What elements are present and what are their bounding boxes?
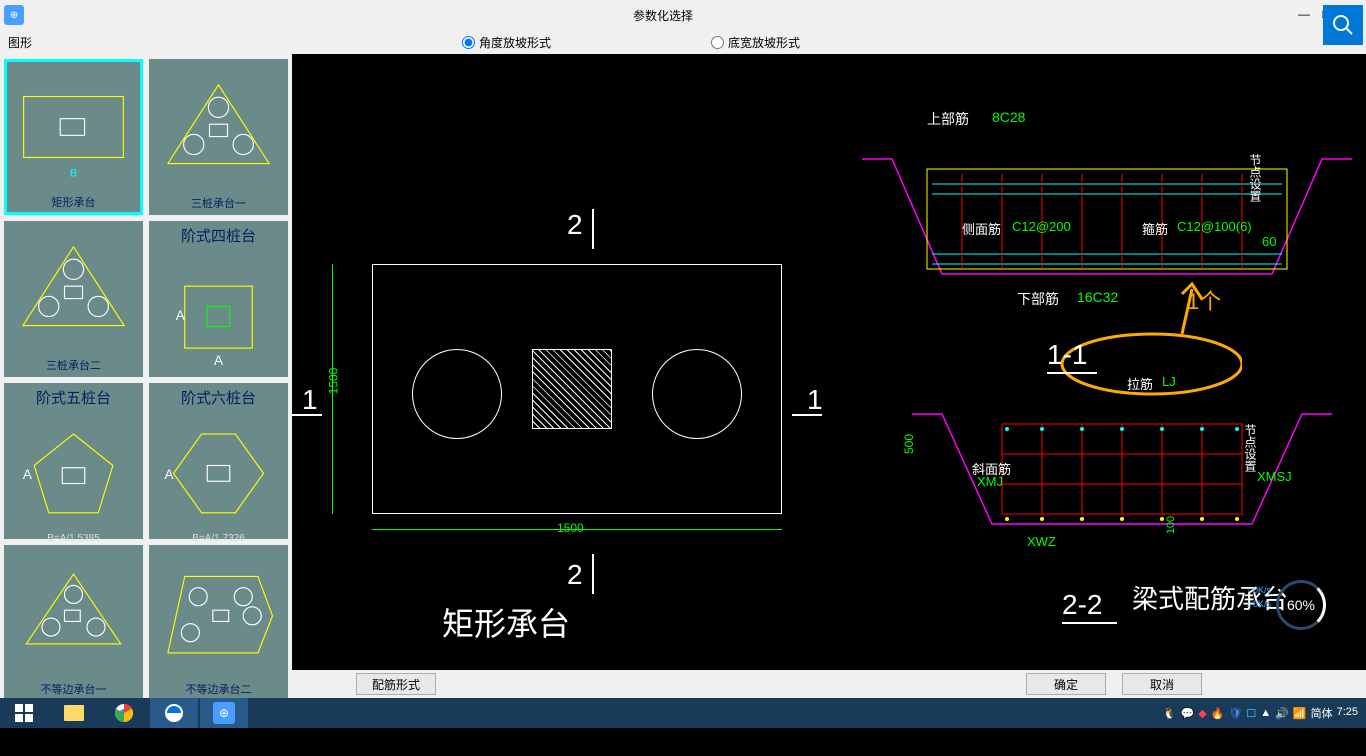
thumbnail-item[interactable]: B 矩形承台 xyxy=(4,59,143,215)
shape-title: 矩形承台 xyxy=(442,599,570,645)
net-percent: 60% xyxy=(1276,580,1326,630)
tray-icon[interactable]: 🐧 xyxy=(1163,707,1177,720)
edge-icon[interactable] xyxy=(150,698,198,728)
net-up: ↑ 0K/s xyxy=(1246,585,1271,595)
content-area: 图形 B 矩形承台 三桩承台一 三桩承台二 阶式四桩台 AA 阶式五桩台 A B… xyxy=(0,30,1366,698)
dim-100: 100 xyxy=(1165,516,1177,534)
tray-icon[interactable]: 📶 xyxy=(1293,707,1307,720)
thumbnail-item[interactable]: 不等边承台一 xyxy=(4,545,143,698)
dim-60: 60 xyxy=(1262,234,1276,249)
section-1-1-label: 1-1 xyxy=(1047,339,1087,371)
radio-width-slope[interactable]: 底宽放坡形式 xyxy=(711,34,800,51)
thumbnail-grid: B 矩形承台 三桩承台一 三桩承台二 阶式四桩台 AA 阶式五桩台 A B=A/… xyxy=(0,55,292,698)
tray-icon[interactable]: 💬 xyxy=(1181,707,1195,720)
svg-text:B: B xyxy=(70,167,77,179)
cancel-button[interactable]: 取消 xyxy=(1122,673,1202,695)
window-title: 参数化选择 xyxy=(28,7,1298,24)
radio-angle-slope[interactable]: 角度放坡形式 xyxy=(462,34,551,51)
main-panel: 角度放坡形式 底宽放坡形式 1500 1500 2 2 1 1 xyxy=(292,30,1366,698)
tray-icon[interactable]: 🔊 xyxy=(1275,707,1289,720)
node-setting-2: 节点设置 xyxy=(1242,424,1259,472)
side-rebar-label: 侧面筋 xyxy=(962,219,1001,238)
top-rebar-val: 8C28 xyxy=(992,109,1025,125)
top-rebar-label: 上部筋 xyxy=(927,109,969,129)
sidebar-title: 图形 xyxy=(0,30,292,55)
svg-text:A: A xyxy=(23,467,32,482)
node-setting-1: 节点设置 xyxy=(1247,154,1264,202)
tie-label: 拉筋 xyxy=(1127,374,1153,393)
titlebar: ⊕ 参数化选择 — □ × xyxy=(0,0,1366,30)
thumbnail-item[interactable]: 阶式五桩台 A B=A/1.5385 xyxy=(4,383,143,539)
column-hatch xyxy=(532,349,612,429)
tie-val: LJ xyxy=(1162,374,1176,389)
tray-icon[interactable]: ◆ xyxy=(1198,707,1206,720)
pile-right xyxy=(652,349,742,439)
marker-1-right: 1 xyxy=(807,384,823,416)
xms-val: XMSJ xyxy=(1257,469,1292,484)
annotation-text: 1个 xyxy=(1187,284,1221,316)
system-tray: 🐧 💬 ◆ 🔥 🛡 ☐ ▲ 🔊 📶 简体 7:25 xyxy=(1163,705,1366,721)
chrome-icon[interactable] xyxy=(100,698,148,728)
xm-val: XMJ xyxy=(977,474,1003,489)
app-taskbar-icon[interactable]: ⊕ xyxy=(200,698,248,728)
pile-left xyxy=(412,349,502,439)
dim-height: 1500 xyxy=(326,368,340,395)
explorer-icon[interactable] xyxy=(50,698,98,728)
taskbar: ⊕ 🐧 💬 ◆ 🔥 🛡 ☐ ▲ 🔊 📶 简体 7:25 xyxy=(0,698,1366,728)
svg-text:A: A xyxy=(176,308,185,323)
search-icon xyxy=(1331,13,1355,37)
taskbar-apps: ⊕ xyxy=(0,698,248,728)
marker-1-left: 1 xyxy=(302,384,318,416)
marker-2-bottom: 2 xyxy=(567,559,583,591)
side-rebar-val: C12@200 xyxy=(1012,219,1071,234)
network-widget: ↑ 0K/s ↓ 0K/s 60% xyxy=(1246,575,1326,635)
search-button[interactable] xyxy=(1323,5,1363,45)
tray-icon[interactable]: ▲ xyxy=(1260,707,1271,719)
sidebar: 图形 B 矩形承台 三桩承台一 三桩承台二 阶式四桩台 AA 阶式五桩台 A B… xyxy=(0,30,292,698)
tray-icon[interactable]: ☐ xyxy=(1246,707,1256,720)
net-down: ↓ 0K/s xyxy=(1246,599,1271,609)
stirrup-val: C12@100(6) xyxy=(1177,219,1252,234)
button-bar: 配筋形式 确定 取消 xyxy=(292,670,1366,698)
ok-button[interactable]: 确定 xyxy=(1026,673,1106,695)
ime-indicator[interactable]: 简体 xyxy=(1311,705,1333,721)
drawing-canvas[interactable]: 1500 1500 2 2 1 1 矩形承台 上部筋 8C28 xyxy=(292,54,1366,670)
svg-text:A: A xyxy=(165,467,174,482)
tray-icon[interactable]: 🔥 xyxy=(1211,707,1225,720)
thumbnail-item[interactable]: 阶式六桩台 A B=A/1.7326 xyxy=(149,383,288,539)
clock[interactable]: 7:25 xyxy=(1337,706,1358,719)
dim-500: 500 xyxy=(902,434,916,454)
thumbnail-item[interactable]: 三桩承台二 xyxy=(4,221,143,377)
marker-2-top: 2 xyxy=(567,209,583,241)
radio-bar: 角度放坡形式 底宽放坡形式 xyxy=(292,30,1366,54)
app-icon: ⊕ xyxy=(4,5,24,25)
section-1-1 xyxy=(862,144,1352,294)
svg-text:A: A xyxy=(214,353,223,368)
thumbnail-item[interactable]: 三桩承台一 xyxy=(149,59,288,215)
rebar-form-button[interactable]: 配筋形式 xyxy=(356,673,436,695)
xwz: XWZ xyxy=(1027,534,1056,549)
dim-width: 1500 xyxy=(557,521,584,535)
thumbnail-item[interactable]: 不等边承台二 xyxy=(149,545,288,698)
tray-icon[interactable]: 🛡 xyxy=(1228,707,1242,720)
minimize-button[interactable]: — xyxy=(1298,7,1314,23)
thumbnail-item[interactable]: 阶式四桩台 AA xyxy=(149,221,288,377)
section-2-2-label: 2-2 xyxy=(1062,589,1102,621)
stirrup-label: 箍筋 xyxy=(1142,219,1168,238)
start-button[interactable] xyxy=(0,698,48,728)
